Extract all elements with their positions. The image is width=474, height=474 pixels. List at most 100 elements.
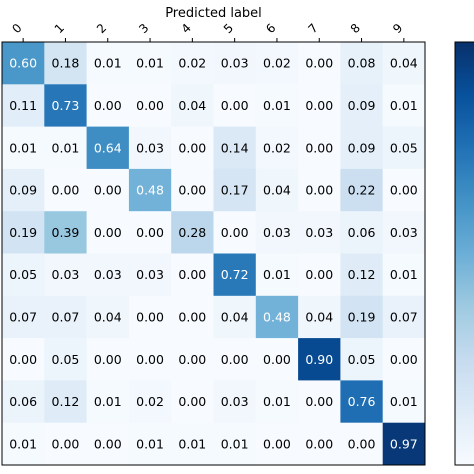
heatmap-cell [382, 380, 426, 424]
cell-value-labels: 0.60 0.18 0.01 0.01 0.02 0.03 0.02 0.00 0.08 0.04… [9, 56, 418, 452]
cell-value-label: 0.01 [221, 436, 249, 451]
cell-value-label: 0.00 [94, 98, 122, 113]
cell-value-label: 0.07 [390, 309, 418, 324]
cell-value-label: 0.12 [348, 267, 376, 282]
cell-value-label: 0.19 [9, 225, 37, 240]
cell-value-label: 0.01 [52, 140, 80, 155]
cell-value-label: 0.09 [348, 98, 376, 113]
heatmap-cell [340, 380, 384, 424]
heatmap-cell [2, 295, 45, 339]
cell-value-label: 0.03 [221, 394, 249, 409]
heatmap-cell [44, 126, 87, 170]
heatmap-cell [2, 84, 45, 127]
cell-value-label: 0.04 [305, 309, 333, 324]
x-tick-label: 1 [52, 21, 67, 36]
cell-value-label: 0.14 [221, 140, 249, 155]
cell-value-label: 0.18 [52, 56, 80, 71]
heatmap-cell [171, 42, 214, 85]
cell-value-label: 0.39 [52, 225, 80, 240]
cell-value-label: 0.72 [221, 267, 249, 282]
cell-value-label: 0.04 [94, 309, 122, 324]
heatmap-cell [171, 295, 214, 339]
cell-value-label: 0.00 [221, 225, 249, 240]
cell-value-label: 0.00 [305, 394, 333, 409]
heatmap-cell [255, 295, 299, 339]
cell-value-label: 0.00 [305, 140, 333, 155]
cell-value-label: 0.01 [390, 98, 418, 113]
heatmap-cell [171, 126, 214, 170]
heatmap-cell [340, 253, 384, 297]
cell-value-label: 0.06 [9, 394, 37, 409]
cell-value-label: 0.01 [94, 394, 122, 409]
cell-value-label: 0.01 [263, 267, 291, 282]
colorbar [454, 41, 474, 466]
cell-value-label: 0.00 [52, 183, 80, 198]
heatmap-cell [171, 380, 214, 424]
heatmap-cell [255, 422, 299, 466]
cell-value-label: 0.48 [263, 309, 291, 324]
heatmap-cell [382, 168, 426, 212]
cell-value-label: 0.09 [348, 140, 376, 155]
heatmap-cell [255, 338, 299, 381]
x-tick-label: 4 [179, 21, 194, 36]
heatmap-cell [128, 422, 172, 466]
heatmap-cell [255, 42, 299, 85]
heatmap-cell [2, 253, 45, 297]
heatmap-cell [382, 42, 426, 85]
heatmap-cell [171, 211, 214, 254]
cell-value-label: 0.01 [94, 56, 122, 71]
x-tick-label: 2 [94, 21, 109, 36]
heatmap-cell [298, 338, 341, 381]
x-tick-label: 7 [305, 21, 320, 36]
cell-value-label: 0.00 [94, 183, 122, 198]
heatmap-cell [382, 253, 426, 297]
cell-value-label: 0.00 [178, 352, 206, 367]
cell-value-label: 0.22 [348, 183, 376, 198]
heatmap-cell [86, 338, 130, 381]
heatmap-cell [44, 211, 87, 254]
cell-value-label: 0.05 [348, 352, 376, 367]
heatmap-cell [171, 338, 214, 381]
cell-value-label: 0.00 [305, 267, 333, 282]
x-tick-label: 3 [136, 21, 151, 36]
cell-value-label: 0.03 [52, 267, 80, 282]
cell-value-label: 0.11 [9, 98, 37, 113]
cell-value-label: 0.03 [221, 56, 249, 71]
cell-value-label: 0.07 [52, 309, 80, 324]
plot-frame [1, 41, 426, 466]
cell-value-label: 0.00 [136, 352, 164, 367]
cell-value-label: 0.08 [348, 56, 376, 71]
cell-value-label: 0.04 [263, 183, 291, 198]
heatmap-cell [298, 295, 341, 339]
cell-value-label: 0.00 [178, 394, 206, 409]
cell-value-label: 0.01 [390, 394, 418, 409]
heatmap-cell [86, 168, 130, 212]
cell-value-label: 0.73 [52, 98, 80, 113]
heatmap-cells [2, 42, 426, 466]
x-axis-title: Predicted label [165, 6, 262, 21]
heatmap-cell [298, 84, 341, 127]
heatmap-cell [213, 126, 257, 170]
cell-value-label: 0.01 [390, 267, 418, 282]
cell-value-label: 0.03 [305, 225, 333, 240]
heatmap-cell [2, 338, 45, 381]
heatmap-cell [128, 253, 172, 297]
heatmap-cell [213, 380, 257, 424]
cell-value-label: 0.00 [263, 352, 291, 367]
x-tick-label: 6 [263, 21, 278, 36]
cell-value-label: 0.00 [94, 225, 122, 240]
cell-value-label: 0.00 [390, 352, 418, 367]
cell-value-label: 0.06 [348, 225, 376, 240]
heatmap-cell [2, 42, 45, 85]
heatmap-cell [340, 422, 384, 466]
cell-value-label: 0.03 [390, 225, 418, 240]
cell-value-label: 0.01 [136, 56, 164, 71]
x-tick-label: 0 [9, 21, 24, 36]
heatmap-cell [44, 253, 87, 297]
heatmap-cell [2, 211, 45, 254]
heatmap-cell [255, 253, 299, 297]
heatmap-cell [298, 42, 341, 85]
x-tick-label: 8 [348, 21, 363, 36]
